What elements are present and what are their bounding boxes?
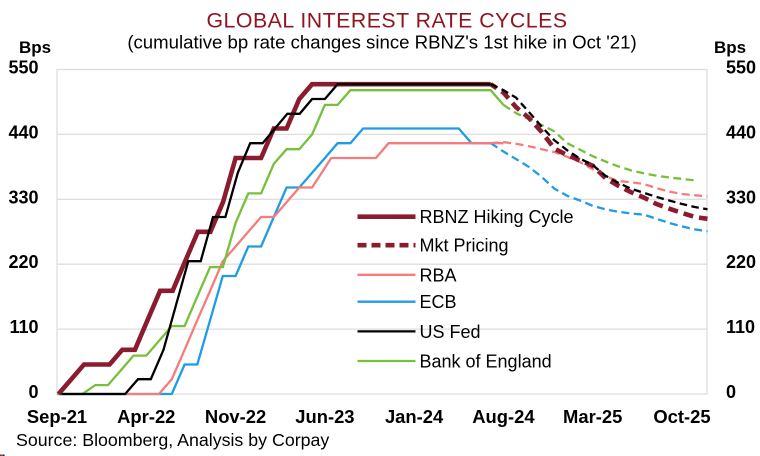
svg-text:440: 440 <box>726 122 756 142</box>
svg-text:110: 110 <box>726 317 755 337</box>
svg-text:ECB: ECB <box>420 292 457 312</box>
svg-text:0: 0 <box>28 382 38 402</box>
svg-text:220: 220 <box>8 252 38 272</box>
svg-text:Oct-25: Oct-25 <box>653 406 710 427</box>
svg-text:Bps: Bps <box>19 38 51 57</box>
svg-text:US Fed: US Fed <box>420 322 481 342</box>
svg-text:Aug-24: Aug-24 <box>472 406 535 427</box>
svg-text:Mkt Pricing: Mkt Pricing <box>420 236 509 256</box>
svg-text:Bps: Bps <box>714 38 746 57</box>
svg-text:(cumulative bp rate changes si: (cumulative bp rate changes since RBNZ's… <box>127 32 636 53</box>
svg-text:Mar-25: Mar-25 <box>563 406 622 427</box>
svg-text:110: 110 <box>9 317 38 337</box>
svg-text:440: 440 <box>8 122 38 142</box>
svg-text:Sep-21: Sep-21 <box>27 406 87 427</box>
svg-text:GLOBAL INTEREST RATE CYCLES: GLOBAL INTEREST RATE CYCLES <box>206 9 567 33</box>
svg-text:Jan-24: Jan-24 <box>385 406 444 427</box>
svg-text:220: 220 <box>726 252 756 272</box>
svg-text:Apr-22: Apr-22 <box>117 406 175 427</box>
svg-text:550: 550 <box>726 58 756 78</box>
svg-text:RBA: RBA <box>420 265 457 285</box>
svg-text:330: 330 <box>8 187 38 207</box>
svg-text:Nov-22: Nov-22 <box>205 406 266 427</box>
svg-text:Source: Bloomberg, Analysis by: Source: Bloomberg, Analysis by Corpay <box>16 430 329 450</box>
svg-text:Jun-23: Jun-23 <box>295 406 354 427</box>
svg-text:330: 330 <box>726 187 756 207</box>
svg-text:550: 550 <box>8 58 38 78</box>
svg-text:Bank of England: Bank of England <box>420 352 552 372</box>
svg-text:RBNZ Hiking Cycle: RBNZ Hiking Cycle <box>420 207 574 227</box>
svg-text:0: 0 <box>726 382 736 402</box>
